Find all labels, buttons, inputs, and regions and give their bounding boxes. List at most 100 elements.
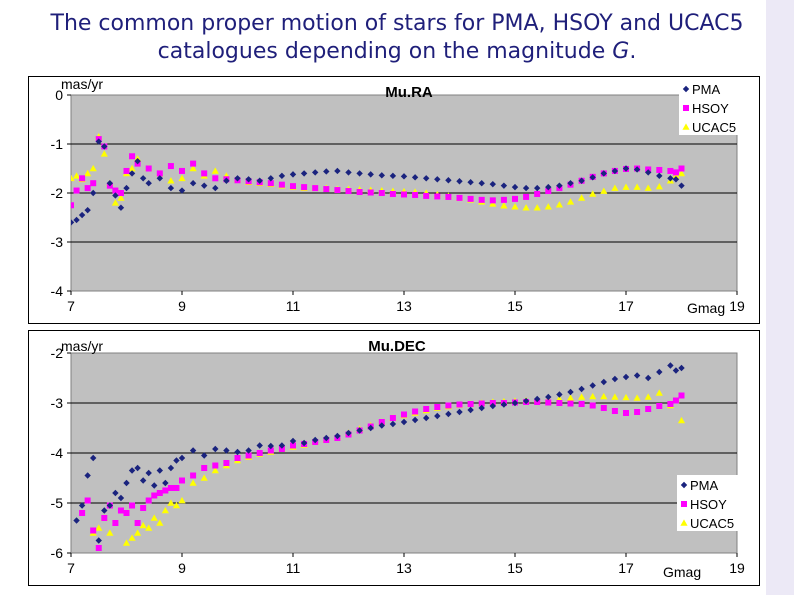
mu-dec-point-ucac5 bbox=[161, 506, 169, 514]
mu-ra-xtick-label: 15 bbox=[507, 298, 523, 314]
mu-dec-point-hsoy bbox=[478, 400, 485, 407]
mu-ra-point-pma bbox=[378, 172, 385, 179]
mu-ra-point-pma bbox=[511, 183, 519, 191]
mu-ra-point-ucac5 bbox=[611, 184, 619, 191]
mu-dec-point-pma bbox=[478, 404, 485, 412]
mu-ra-point-ucac5 bbox=[189, 164, 197, 172]
mu-dec-point-pma bbox=[578, 385, 585, 393]
mu-ra-point-hsoy bbox=[678, 165, 685, 172]
mu-ra-ytick-label: -3 bbox=[51, 234, 64, 250]
mu-ra-point-pma bbox=[201, 182, 208, 189]
mu-dec-legend-marker-pma bbox=[680, 481, 688, 489]
mu-ra-xtick-label: 9 bbox=[178, 298, 186, 314]
mu-dec-point-ucac5 bbox=[578, 393, 586, 400]
title-suffix: . bbox=[629, 39, 637, 64]
mu-dec-ytick-label: -5 bbox=[51, 495, 64, 511]
mu-ra-point-hsoy bbox=[90, 180, 97, 187]
mu-ra-point-pma bbox=[589, 174, 596, 181]
mu-ra-point-ucac5 bbox=[655, 183, 663, 190]
mu-ra-point-pma bbox=[139, 175, 147, 182]
mu-dec-point-ucac5 bbox=[611, 393, 619, 400]
mu-dec-point-pma bbox=[134, 464, 141, 472]
mu-ra-point-hsoy bbox=[278, 181, 285, 188]
mu-ra-point-hsoy bbox=[301, 184, 308, 191]
mu-dec-point-pma bbox=[345, 429, 352, 437]
mu-ra-ytick-label: 0 bbox=[55, 87, 63, 103]
mu-dec-point-hsoy bbox=[256, 450, 263, 456]
mu-dec-ylabel: mas/yr bbox=[61, 338, 103, 354]
mu-ra-ytick-label: -1 bbox=[51, 136, 64, 152]
mu-dec-point-hsoy bbox=[151, 492, 158, 499]
mu-dec-ytick-label: -4 bbox=[51, 445, 64, 461]
mu-ra-point-ucac5 bbox=[677, 169, 686, 177]
mu-dec-chart: -2 -3 -4 -5 -67 9 11 13 15 17 19 mas/yr Gmag Mu.DEC PM… bbox=[51, 338, 745, 580]
mu-ra-point-ucac5 bbox=[622, 183, 630, 190]
mu-ra-point-pma bbox=[234, 175, 241, 182]
mu-ra-point-ucac5 bbox=[167, 177, 175, 184]
mu-dec-point-pma bbox=[645, 374, 652, 382]
mu-dec-xtick-label: 19 bbox=[729, 560, 745, 576]
mu-ra-point-hsoy bbox=[323, 186, 330, 193]
mu-dec-point-hsoy bbox=[645, 406, 652, 412]
mu-dec-point-pma bbox=[256, 442, 263, 449]
mu-ra-point-ucac5 bbox=[672, 172, 680, 179]
mu-dec-point-hsoy bbox=[434, 404, 441, 410]
mu-ra-point-ucac5 bbox=[589, 190, 597, 197]
mu-dec-point-pma bbox=[656, 368, 663, 376]
mu-dec-point-pma bbox=[500, 401, 508, 408]
mu-ra-point-pma bbox=[300, 170, 308, 177]
mu-ra-point-hsoy bbox=[190, 160, 197, 167]
mu-dec-point-ucac5 bbox=[189, 479, 197, 486]
mu-dec-point-ucac5 bbox=[134, 529, 142, 536]
mu-dec-markers bbox=[73, 362, 686, 580]
mu-ra-point-pma bbox=[245, 176, 252, 183]
mu-dec-point-pma bbox=[411, 416, 419, 424]
mu-ra-point-hsoy bbox=[71, 202, 74, 209]
mu-ra-point-pma bbox=[289, 171, 297, 178]
title-prefix: catalogues depending on the magnitude bbox=[157, 39, 606, 64]
title-variable: G bbox=[612, 39, 630, 64]
mu-dec-point-pma bbox=[201, 452, 208, 459]
mu-dec-legend-box bbox=[677, 475, 745, 531]
mu-dec-point-pma bbox=[73, 517, 80, 524]
mu-ra-point-pma bbox=[678, 182, 685, 189]
mu-ra-point-ucac5 bbox=[100, 150, 108, 157]
mu-dec-point-hsoy bbox=[378, 419, 385, 425]
mu-dec-point-hsoy bbox=[589, 402, 596, 409]
mu-dec-xtick-label: 7 bbox=[67, 560, 75, 576]
mu-ra-point-pma bbox=[167, 184, 175, 192]
mu-ra-point-pma bbox=[611, 167, 619, 175]
mu-ra-point-hsoy bbox=[467, 195, 474, 202]
mu-dec-point-hsoy bbox=[179, 477, 185, 484]
mu-dec-point-ucac5 bbox=[566, 394, 575, 401]
mu-ra-point-pma bbox=[445, 177, 452, 184]
mu-ra-point-hsoy bbox=[123, 167, 130, 174]
mu-ra-legend: PMA HSOY UCAC5 bbox=[679, 79, 747, 135]
mu-dec-point-pma bbox=[367, 424, 374, 432]
mu-dec-point-pma bbox=[145, 469, 152, 477]
mu-dec-point-hsoy bbox=[545, 399, 552, 406]
mu-ra-point-pma bbox=[178, 187, 186, 194]
mu-ra-point-hsoy bbox=[545, 188, 552, 195]
mu-dec-xtick-label: 9 bbox=[178, 560, 186, 576]
mu-dec-point-ucac5 bbox=[117, 574, 124, 580]
mu-dec-point-ucac5 bbox=[600, 392, 608, 400]
mu-dec-point-ucac5 bbox=[211, 466, 219, 474]
mu-ra-point-hsoy bbox=[312, 185, 319, 192]
mu-ra-point-hsoy bbox=[523, 193, 530, 200]
mu-ra-point-pma bbox=[389, 172, 397, 180]
mu-dec-point-pma bbox=[545, 393, 552, 401]
mu-ra-point-pma bbox=[267, 175, 274, 182]
mu-dec-point-pma bbox=[139, 477, 147, 484]
mu-dec-point-hsoy bbox=[95, 545, 102, 551]
mu-ra-point-pma bbox=[189, 180, 197, 187]
mu-ra-point-ucac5 bbox=[500, 202, 508, 209]
mu-dec-point-hsoy bbox=[245, 452, 252, 459]
mu-dec-point-hsoy bbox=[223, 460, 230, 466]
mu-dec-point-pma bbox=[245, 447, 252, 454]
mu-ra-point-ucac5 bbox=[111, 199, 119, 206]
mu-dec-point-pma bbox=[95, 537, 102, 544]
mu-ra-point-pma bbox=[456, 178, 463, 185]
mu-dec-legend-label-pma: PMA bbox=[690, 478, 719, 493]
mu-ra-point-hsoy bbox=[167, 163, 174, 170]
